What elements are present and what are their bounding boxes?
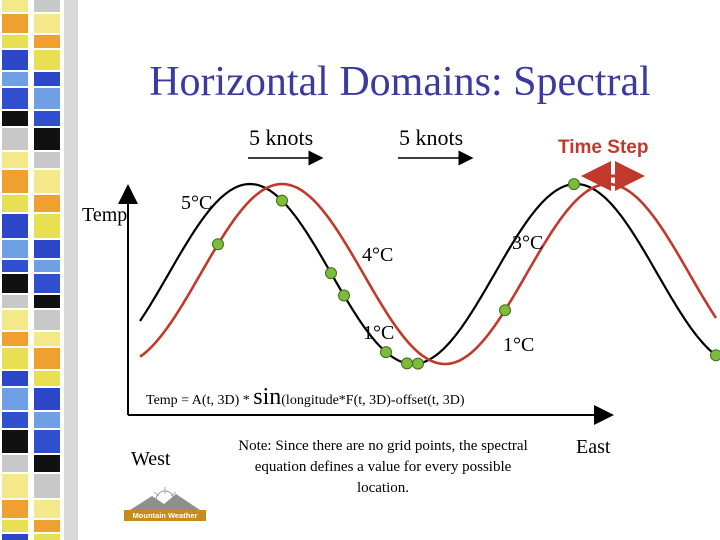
strip-block [34, 534, 60, 540]
strip-block [2, 520, 28, 532]
mountain-weather-logo: Mountain Weather [124, 484, 206, 528]
strip-block [2, 72, 28, 86]
value-label-1c-left: 1°C [363, 322, 395, 344]
sample-point [325, 267, 337, 280]
sample-point [499, 304, 511, 317]
strip-block [2, 474, 28, 498]
strip-block [2, 111, 28, 126]
logo-text: Mountain Weather [124, 510, 206, 521]
strip-block [34, 500, 60, 518]
east-label: East [576, 436, 611, 458]
strip-block [2, 0, 28, 12]
strip-block [34, 430, 60, 453]
sample-point [212, 238, 224, 251]
wave-black [139, 182, 717, 366]
strip-block [2, 500, 28, 518]
strip-block [2, 35, 28, 48]
strip-block [34, 274, 60, 293]
equation-sin: sin [253, 384, 282, 410]
wind-speed-label-left: 5 knots [249, 125, 314, 150]
sample-point [380, 346, 392, 359]
strip-block [34, 72, 60, 86]
strip-block [34, 332, 60, 346]
strip-block [34, 412, 60, 428]
strip-block [34, 240, 60, 258]
strip-block [2, 455, 28, 472]
strip-block [2, 88, 28, 109]
strip-block [2, 412, 28, 428]
strip-block [2, 388, 28, 410]
strip-block [34, 348, 60, 369]
sample-point [401, 357, 413, 370]
strip-edge [64, 0, 78, 540]
strip-block [34, 455, 60, 472]
strip-block [2, 371, 28, 386]
strip-block [34, 260, 60, 272]
equation-suffix: (longitude*F(t, 3D)-offset(t, 3D) [281, 393, 465, 408]
west-label: West [131, 448, 171, 470]
wave-red [139, 182, 718, 366]
sample-point [338, 289, 350, 302]
strip-block [2, 240, 28, 258]
strip-block [34, 214, 60, 238]
strip-block [2, 534, 28, 540]
value-label-4c: 4°C [362, 244, 394, 266]
strip-block [2, 274, 28, 293]
strip-block [2, 214, 28, 238]
strip-block [2, 260, 28, 272]
decorative-left-strip [2, 0, 78, 540]
spectral-equation: Temp = A(t, 3D) * sin(longitude*F(t, 3D)… [146, 384, 465, 411]
strip-block [2, 170, 28, 193]
strip-block [2, 152, 28, 168]
sample-point [412, 357, 424, 370]
strip-block [2, 430, 28, 453]
sample-point [276, 194, 288, 207]
strip-block [34, 50, 60, 70]
strip-block [2, 50, 28, 70]
wind-speed-label-right: 5 knots [399, 125, 464, 150]
strip-block [34, 128, 60, 150]
value-label-1c-right: 1°C [503, 334, 535, 356]
strip-block [2, 295, 28, 308]
strip-block [34, 295, 60, 308]
strip-block [2, 348, 28, 369]
strip-block [2, 195, 28, 212]
strip-block [2, 332, 28, 346]
strip-block [2, 128, 28, 150]
sample-point [568, 178, 580, 191]
value-label-5c: 5°C [181, 192, 213, 214]
strip-block [34, 35, 60, 48]
equation-prefix: Temp = A(t, 3D) * [146, 393, 254, 408]
strip-block [34, 152, 60, 168]
strip-block [34, 520, 60, 532]
value-label-3c: 3°C [512, 232, 544, 254]
time-step-label: Time Step [558, 137, 649, 158]
temp-axis-label: Temp [82, 204, 128, 226]
strip-block [34, 111, 60, 126]
sample-points [212, 178, 720, 370]
slide-title: Horizontal Domains: Spectral [149, 59, 651, 105]
mountain-icon [130, 487, 200, 510]
strip-block [34, 0, 60, 12]
strip-block [2, 310, 28, 330]
strip-block [2, 14, 28, 33]
strip-block [34, 170, 60, 193]
strip-block [34, 14, 60, 33]
note-text: Note: Since there are no grid points, th… [238, 438, 528, 496]
sample-point [710, 349, 720, 362]
strip-block [34, 474, 60, 498]
strip-block [34, 371, 60, 386]
strip-block [34, 195, 60, 212]
strip-block [34, 88, 60, 109]
strip-block [34, 310, 60, 330]
strip-block [34, 388, 60, 410]
